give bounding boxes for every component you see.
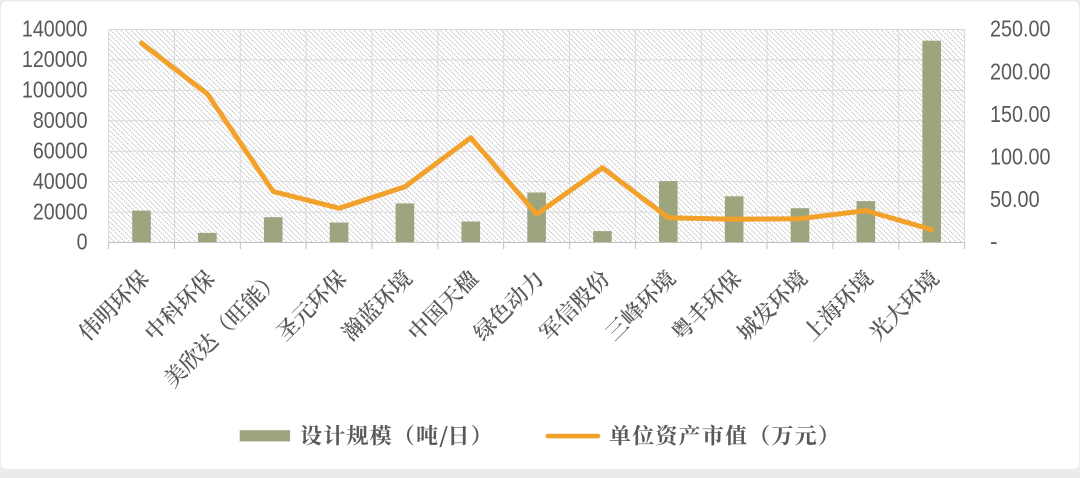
- svg-text:-: -: [990, 229, 998, 255]
- svg-text:250.00: 250.00: [990, 16, 1051, 42]
- svg-text:100.00: 100.00: [990, 144, 1051, 170]
- svg-text:140000: 140000: [22, 16, 88, 42]
- svg-text:0: 0: [77, 229, 88, 255]
- svg-text:120000: 120000: [22, 46, 88, 72]
- svg-text:200.00: 200.00: [990, 58, 1051, 84]
- svg-text:80000: 80000: [33, 107, 88, 133]
- svg-text:40000: 40000: [33, 168, 88, 194]
- svg-text:20000: 20000: [33, 198, 88, 224]
- svg-text:50.00: 50.00: [990, 186, 1040, 212]
- svg-text:100000: 100000: [22, 77, 88, 103]
- svg-text:150.00: 150.00: [990, 101, 1051, 127]
- svg-text:60000: 60000: [33, 137, 88, 163]
